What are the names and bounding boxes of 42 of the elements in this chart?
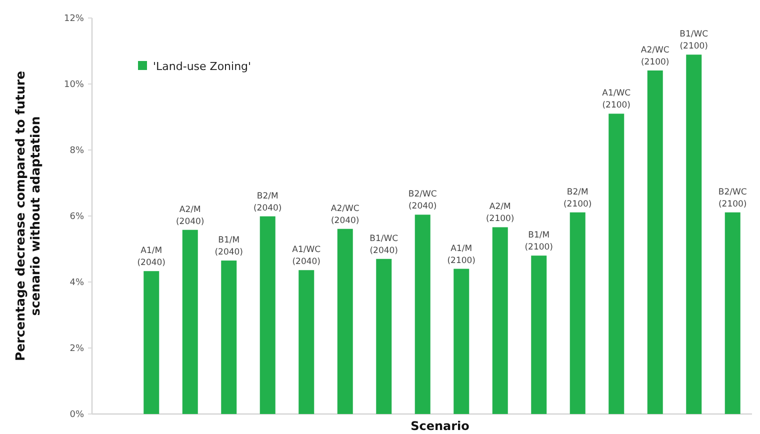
x-axis-title: Scenario [410,419,470,433]
bar [182,230,198,414]
bar [414,214,430,414]
bar [144,271,160,414]
x-tick-label: A1/WC (2040) [292,245,321,268]
y-tick-label: 8% [70,146,84,156]
x-tick-label: B2/M (2100) [563,187,592,210]
x-tick-label: A2/WC (2040) [330,204,360,226]
x-tick-label: B1/M (2100) [524,230,554,253]
bar [724,212,740,414]
bar [531,256,547,414]
bar [337,228,353,414]
x-tick-label: A2/M (2040) [176,204,204,227]
y-tick-label: 0% [70,410,84,420]
x-tick-label: B2/WC (2100) [718,187,747,210]
y-axis-title: Percentage decrease compared to future scenario without adaptation [12,70,42,362]
y-tick-label: 12% [64,14,84,24]
y-tick-label: 10% [64,80,84,90]
x-tick-label: A1/M (2040) [137,246,166,268]
x-tick-label: B1/WC (2040) [370,234,398,256]
x-tick-label: A2/M (2100) [486,202,514,224]
y-tick-label: 6% [70,212,84,222]
bar [608,114,624,414]
y-tick-label: 4% [70,278,84,288]
x-tick-label: B2/WC (2040) [408,190,437,212]
bar [260,216,276,414]
bar [298,270,314,414]
x-tick-label: A1/WC (2100) [602,88,631,111]
y-tick-label: 2% [70,344,84,354]
x-tick-label: A1/M (2100) [447,244,476,266]
bar [221,260,237,414]
bar [376,258,392,414]
bar [647,70,663,414]
bar [570,212,586,414]
bar [454,268,470,414]
bar [686,54,702,414]
x-tick-label: B1/M (2040) [214,236,244,258]
x-tick-label: B1/WC (2100) [680,30,708,52]
x-tick-label: A2/WC (2100) [640,45,670,68]
bar [492,227,508,414]
legend-label: 'Land-use Zoning' [153,60,252,73]
x-tick-label: B2/M (2040) [253,191,282,214]
